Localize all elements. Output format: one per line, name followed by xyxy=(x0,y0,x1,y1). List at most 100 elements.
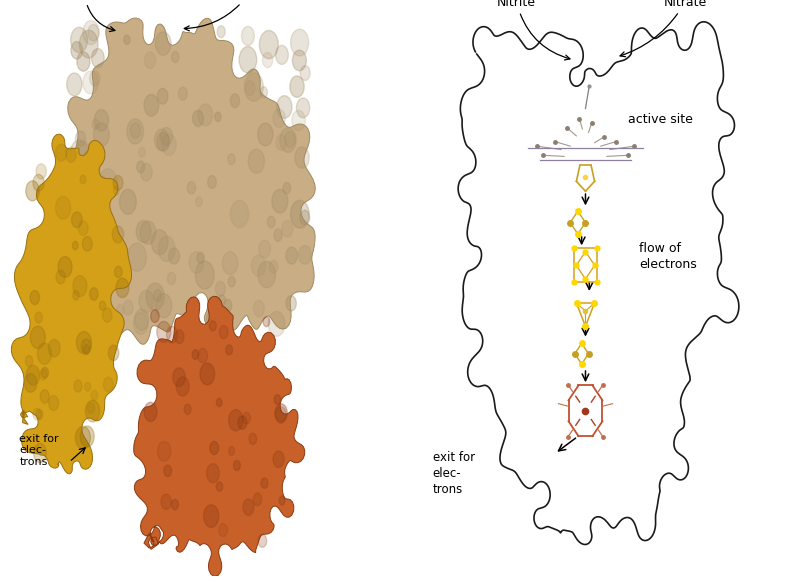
Circle shape xyxy=(78,221,88,236)
Circle shape xyxy=(290,200,309,228)
Circle shape xyxy=(216,482,222,491)
Circle shape xyxy=(274,229,282,242)
Circle shape xyxy=(155,293,172,318)
Circle shape xyxy=(204,505,218,527)
Circle shape xyxy=(56,270,66,284)
Circle shape xyxy=(107,279,114,289)
Circle shape xyxy=(209,307,222,327)
Circle shape xyxy=(158,236,175,261)
Circle shape xyxy=(138,147,146,157)
Circle shape xyxy=(42,367,49,378)
Circle shape xyxy=(210,441,218,455)
Circle shape xyxy=(144,402,157,421)
Circle shape xyxy=(200,363,214,385)
Circle shape xyxy=(254,493,262,506)
Circle shape xyxy=(127,243,146,271)
Circle shape xyxy=(94,109,109,131)
Circle shape xyxy=(33,175,44,191)
Circle shape xyxy=(70,27,88,52)
Circle shape xyxy=(87,403,94,413)
Circle shape xyxy=(69,168,81,185)
Circle shape xyxy=(58,257,72,278)
Circle shape xyxy=(239,47,257,73)
Circle shape xyxy=(295,147,310,168)
Circle shape xyxy=(230,94,239,108)
Circle shape xyxy=(154,290,162,301)
Circle shape xyxy=(155,32,171,55)
Circle shape xyxy=(66,73,82,96)
Circle shape xyxy=(273,451,284,467)
Circle shape xyxy=(33,409,41,420)
Circle shape xyxy=(134,313,148,335)
Circle shape xyxy=(48,339,60,357)
Circle shape xyxy=(171,51,179,63)
Circle shape xyxy=(242,26,254,45)
Circle shape xyxy=(26,356,33,367)
Circle shape xyxy=(218,295,226,306)
Circle shape xyxy=(300,210,310,225)
Circle shape xyxy=(40,390,50,403)
Circle shape xyxy=(254,300,264,317)
Circle shape xyxy=(171,499,178,510)
Circle shape xyxy=(83,345,90,354)
Circle shape xyxy=(98,169,118,197)
Circle shape xyxy=(34,443,46,463)
Circle shape xyxy=(243,499,254,516)
Circle shape xyxy=(297,98,310,118)
Circle shape xyxy=(290,29,309,56)
Circle shape xyxy=(193,111,203,126)
Circle shape xyxy=(230,200,249,228)
Circle shape xyxy=(198,349,207,363)
Circle shape xyxy=(208,176,216,189)
Circle shape xyxy=(258,123,273,146)
Text: Nitrate: Nitrate xyxy=(184,0,270,31)
Circle shape xyxy=(283,182,290,194)
Circle shape xyxy=(91,267,98,276)
Circle shape xyxy=(75,427,90,449)
Circle shape xyxy=(282,221,293,237)
Circle shape xyxy=(124,35,130,44)
Circle shape xyxy=(81,156,93,173)
Circle shape xyxy=(77,331,91,354)
Circle shape xyxy=(26,181,39,201)
Circle shape xyxy=(66,147,76,162)
Circle shape xyxy=(99,301,106,310)
Circle shape xyxy=(157,132,170,151)
Circle shape xyxy=(112,226,124,243)
Circle shape xyxy=(267,217,275,228)
Circle shape xyxy=(173,368,186,386)
Circle shape xyxy=(222,251,238,275)
Circle shape xyxy=(75,141,90,164)
Circle shape xyxy=(290,76,304,97)
Circle shape xyxy=(184,404,191,414)
Circle shape xyxy=(164,465,172,477)
Circle shape xyxy=(77,52,90,71)
Circle shape xyxy=(126,119,143,144)
Circle shape xyxy=(93,215,111,243)
Circle shape xyxy=(86,400,100,422)
Text: Nitrite: Nitrite xyxy=(65,0,115,31)
Circle shape xyxy=(196,197,202,207)
Circle shape xyxy=(286,296,296,311)
Circle shape xyxy=(192,350,198,360)
Circle shape xyxy=(73,291,80,301)
Circle shape xyxy=(82,339,91,354)
Circle shape xyxy=(157,321,170,342)
Circle shape xyxy=(251,255,266,276)
Circle shape xyxy=(276,135,286,150)
Text: flow of
electrons: flow of electrons xyxy=(639,242,697,271)
Circle shape xyxy=(71,41,82,59)
Circle shape xyxy=(198,104,213,126)
Circle shape xyxy=(279,496,285,505)
Circle shape xyxy=(139,290,154,313)
Circle shape xyxy=(72,242,78,250)
Circle shape xyxy=(175,330,184,343)
Circle shape xyxy=(218,26,225,38)
Circle shape xyxy=(72,184,79,194)
Circle shape xyxy=(158,88,168,104)
Polygon shape xyxy=(11,134,131,474)
Circle shape xyxy=(108,345,119,361)
Circle shape xyxy=(229,410,243,431)
Circle shape xyxy=(197,253,204,263)
Circle shape xyxy=(144,94,158,116)
